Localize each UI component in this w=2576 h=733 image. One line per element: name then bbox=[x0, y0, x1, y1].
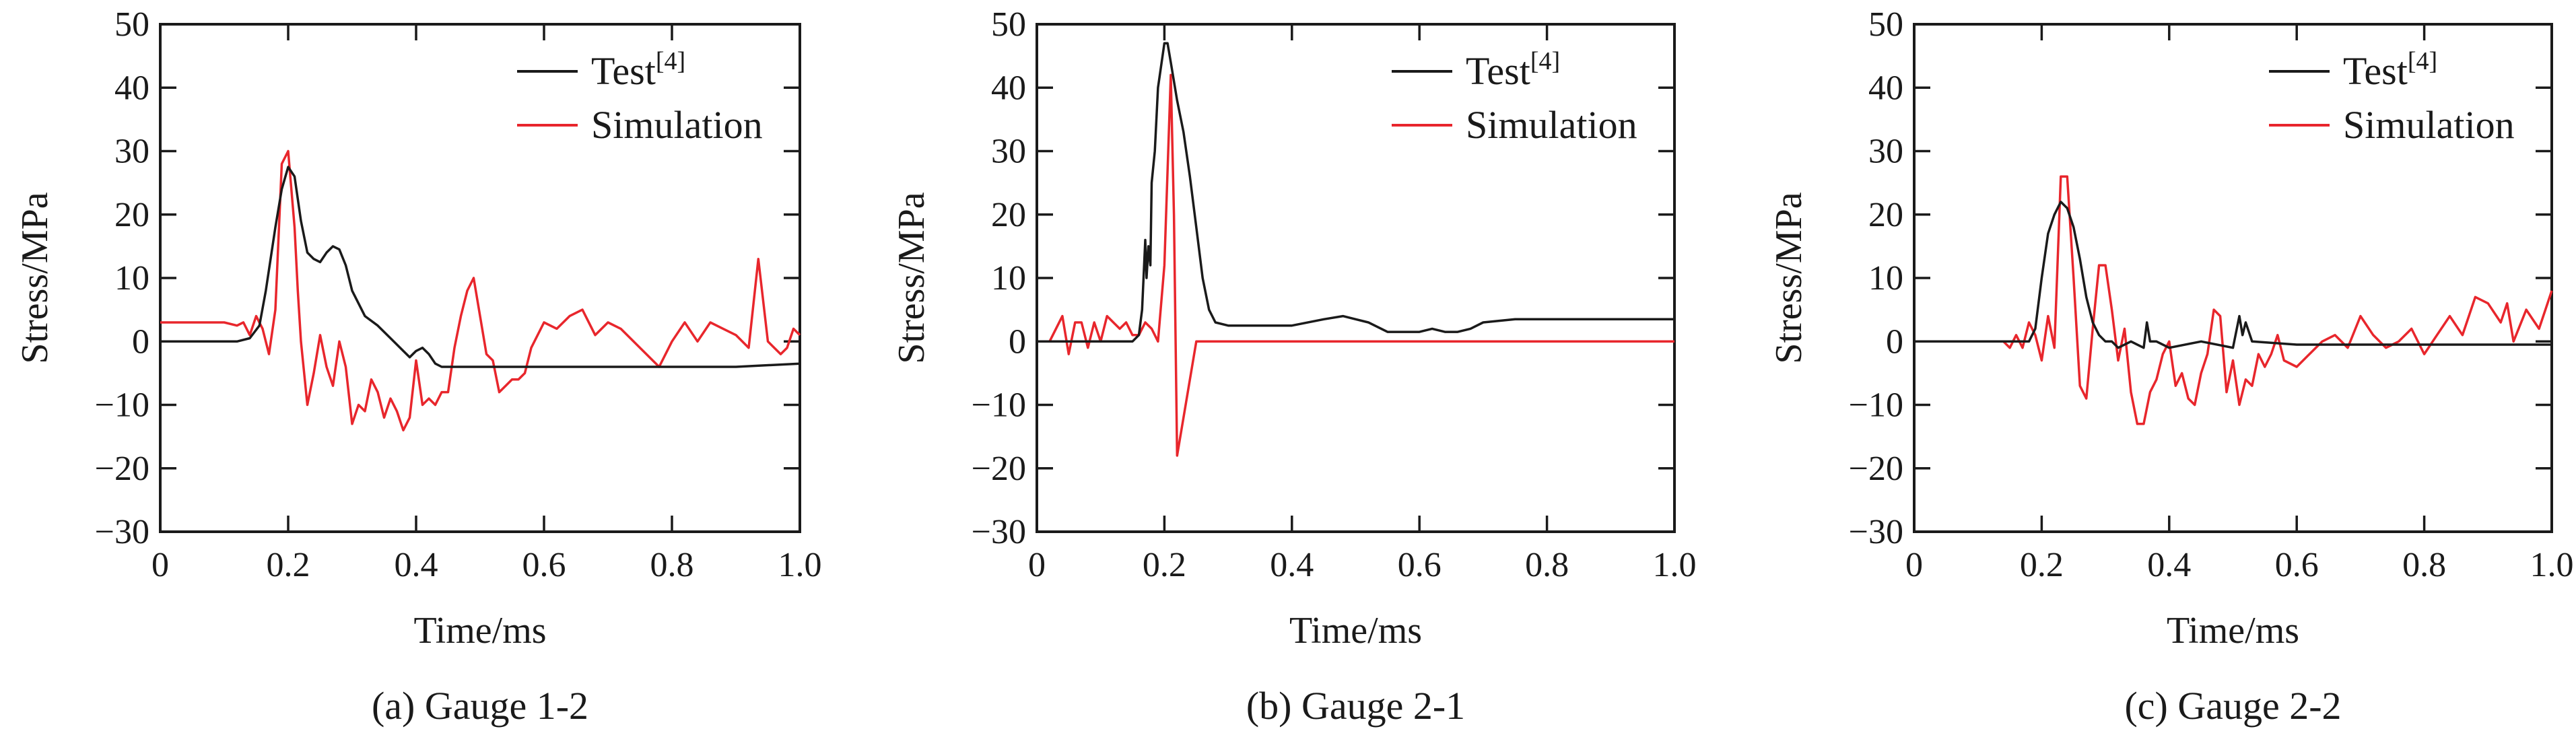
y-tick-label: −20 bbox=[1849, 450, 1903, 488]
plot-frame bbox=[159, 23, 801, 533]
y-tick-label: 30 bbox=[114, 133, 149, 171]
series-line-simulation bbox=[160, 149, 801, 431]
x-tick-label: 0.2 bbox=[2020, 546, 2064, 584]
legend-label-simulation: Simulation bbox=[1466, 103, 1637, 147]
x-tick-label: 1.0 bbox=[778, 546, 822, 584]
x-tick-label: 1.0 bbox=[1653, 546, 1697, 584]
x-tick-label: 0.8 bbox=[2402, 546, 2446, 584]
y-tick-label: −20 bbox=[95, 450, 149, 488]
legend-superscript: [4] bbox=[2408, 47, 2437, 75]
legend-name: Test bbox=[591, 49, 656, 93]
legend-name: Test bbox=[2343, 49, 2408, 93]
y-tick-label: 40 bbox=[114, 69, 149, 107]
y-tick-label: 10 bbox=[991, 259, 1026, 298]
legend-superscript: [4] bbox=[1530, 47, 1560, 75]
y-tick-label: 10 bbox=[114, 259, 149, 298]
plot-frame bbox=[1036, 23, 1676, 533]
y-tick-label: 20 bbox=[1868, 196, 1903, 234]
series-line-simulation bbox=[1914, 175, 2553, 425]
legend-label-test: Test[4] bbox=[591, 47, 685, 93]
x-tick-label: 0 bbox=[151, 546, 169, 584]
y-tick-label: −10 bbox=[972, 386, 1026, 425]
y-tick-label: 40 bbox=[1868, 69, 1903, 107]
y-tick-label: 50 bbox=[114, 5, 149, 44]
y-tick-label: 30 bbox=[1868, 133, 1903, 171]
panel-caption: (c) Gauge 2-2 bbox=[2124, 684, 2341, 728]
x-axis-label: Time/ms bbox=[2167, 610, 2299, 652]
y-tick-label: 0 bbox=[132, 322, 149, 361]
panel-caption: (b) Gauge 2-1 bbox=[1246, 684, 1465, 728]
y-tick-label: 0 bbox=[1009, 322, 1026, 361]
y-tick-label: 20 bbox=[114, 196, 149, 234]
y-axis-label: Stress/MPa bbox=[1768, 192, 1810, 363]
x-axis-label: Time/ms bbox=[1289, 610, 1422, 652]
x-tick-label: 1.0 bbox=[2530, 546, 2574, 584]
y-tick-label: −30 bbox=[1849, 513, 1903, 551]
x-tick-label: 0.6 bbox=[522, 546, 566, 584]
legend-name: Test bbox=[1466, 49, 1530, 93]
x-tick-label: 0.8 bbox=[650, 546, 694, 584]
x-tick-label: 0 bbox=[1028, 546, 1046, 584]
y-tick-label: 40 bbox=[991, 69, 1026, 107]
y-tick-label: 10 bbox=[1868, 259, 1903, 298]
series-line-test bbox=[1914, 201, 2552, 349]
series-line-simulation bbox=[1037, 73, 1674, 457]
x-tick-label: 0.6 bbox=[2275, 546, 2319, 584]
legend-name: Simulation bbox=[1466, 103, 1637, 147]
y-tick-label: 30 bbox=[991, 133, 1026, 171]
legend-label-simulation: Simulation bbox=[591, 103, 763, 147]
x-tick-label: 0.2 bbox=[1143, 546, 1186, 584]
series-line-test bbox=[160, 166, 801, 368]
x-tick-label: 0.4 bbox=[2147, 546, 2191, 584]
x-axis-label: Time/ms bbox=[413, 610, 546, 652]
legend-name: Simulation bbox=[591, 103, 763, 147]
legend-label-test: Test[4] bbox=[1466, 47, 1560, 93]
y-axis-label: Stress/MPa bbox=[14, 192, 56, 363]
x-tick-label: 0.8 bbox=[1525, 546, 1569, 584]
plot-frame bbox=[1913, 23, 2553, 533]
y-tick-label: 0 bbox=[1886, 322, 1903, 361]
x-tick-label: 0.6 bbox=[1398, 546, 1442, 584]
x-tick-label: 0 bbox=[1905, 546, 1923, 584]
panel-caption: (a) Gauge 1-2 bbox=[372, 684, 588, 728]
y-tick-label: 20 bbox=[991, 196, 1026, 234]
legend-name: Simulation bbox=[2343, 103, 2515, 147]
legend-superscript: [4] bbox=[656, 47, 685, 75]
y-tick-label: 50 bbox=[991, 5, 1026, 44]
y-tick-label: −30 bbox=[95, 513, 149, 551]
y-tick-label: −10 bbox=[95, 386, 149, 425]
x-tick-label: 0.4 bbox=[395, 546, 438, 584]
x-tick-label: 0.2 bbox=[267, 546, 310, 584]
legend-label-simulation: Simulation bbox=[2343, 103, 2515, 147]
legend-label-test: Test[4] bbox=[2343, 47, 2437, 93]
x-tick-label: 0.4 bbox=[1270, 546, 1314, 584]
series-line-test bbox=[1037, 42, 1674, 343]
y-axis-label: Stress/MPa bbox=[891, 192, 933, 363]
y-tick-label: −20 bbox=[972, 450, 1026, 488]
y-tick-label: 50 bbox=[1868, 5, 1903, 44]
y-tick-label: −10 bbox=[1849, 386, 1903, 425]
y-tick-label: −30 bbox=[972, 513, 1026, 551]
